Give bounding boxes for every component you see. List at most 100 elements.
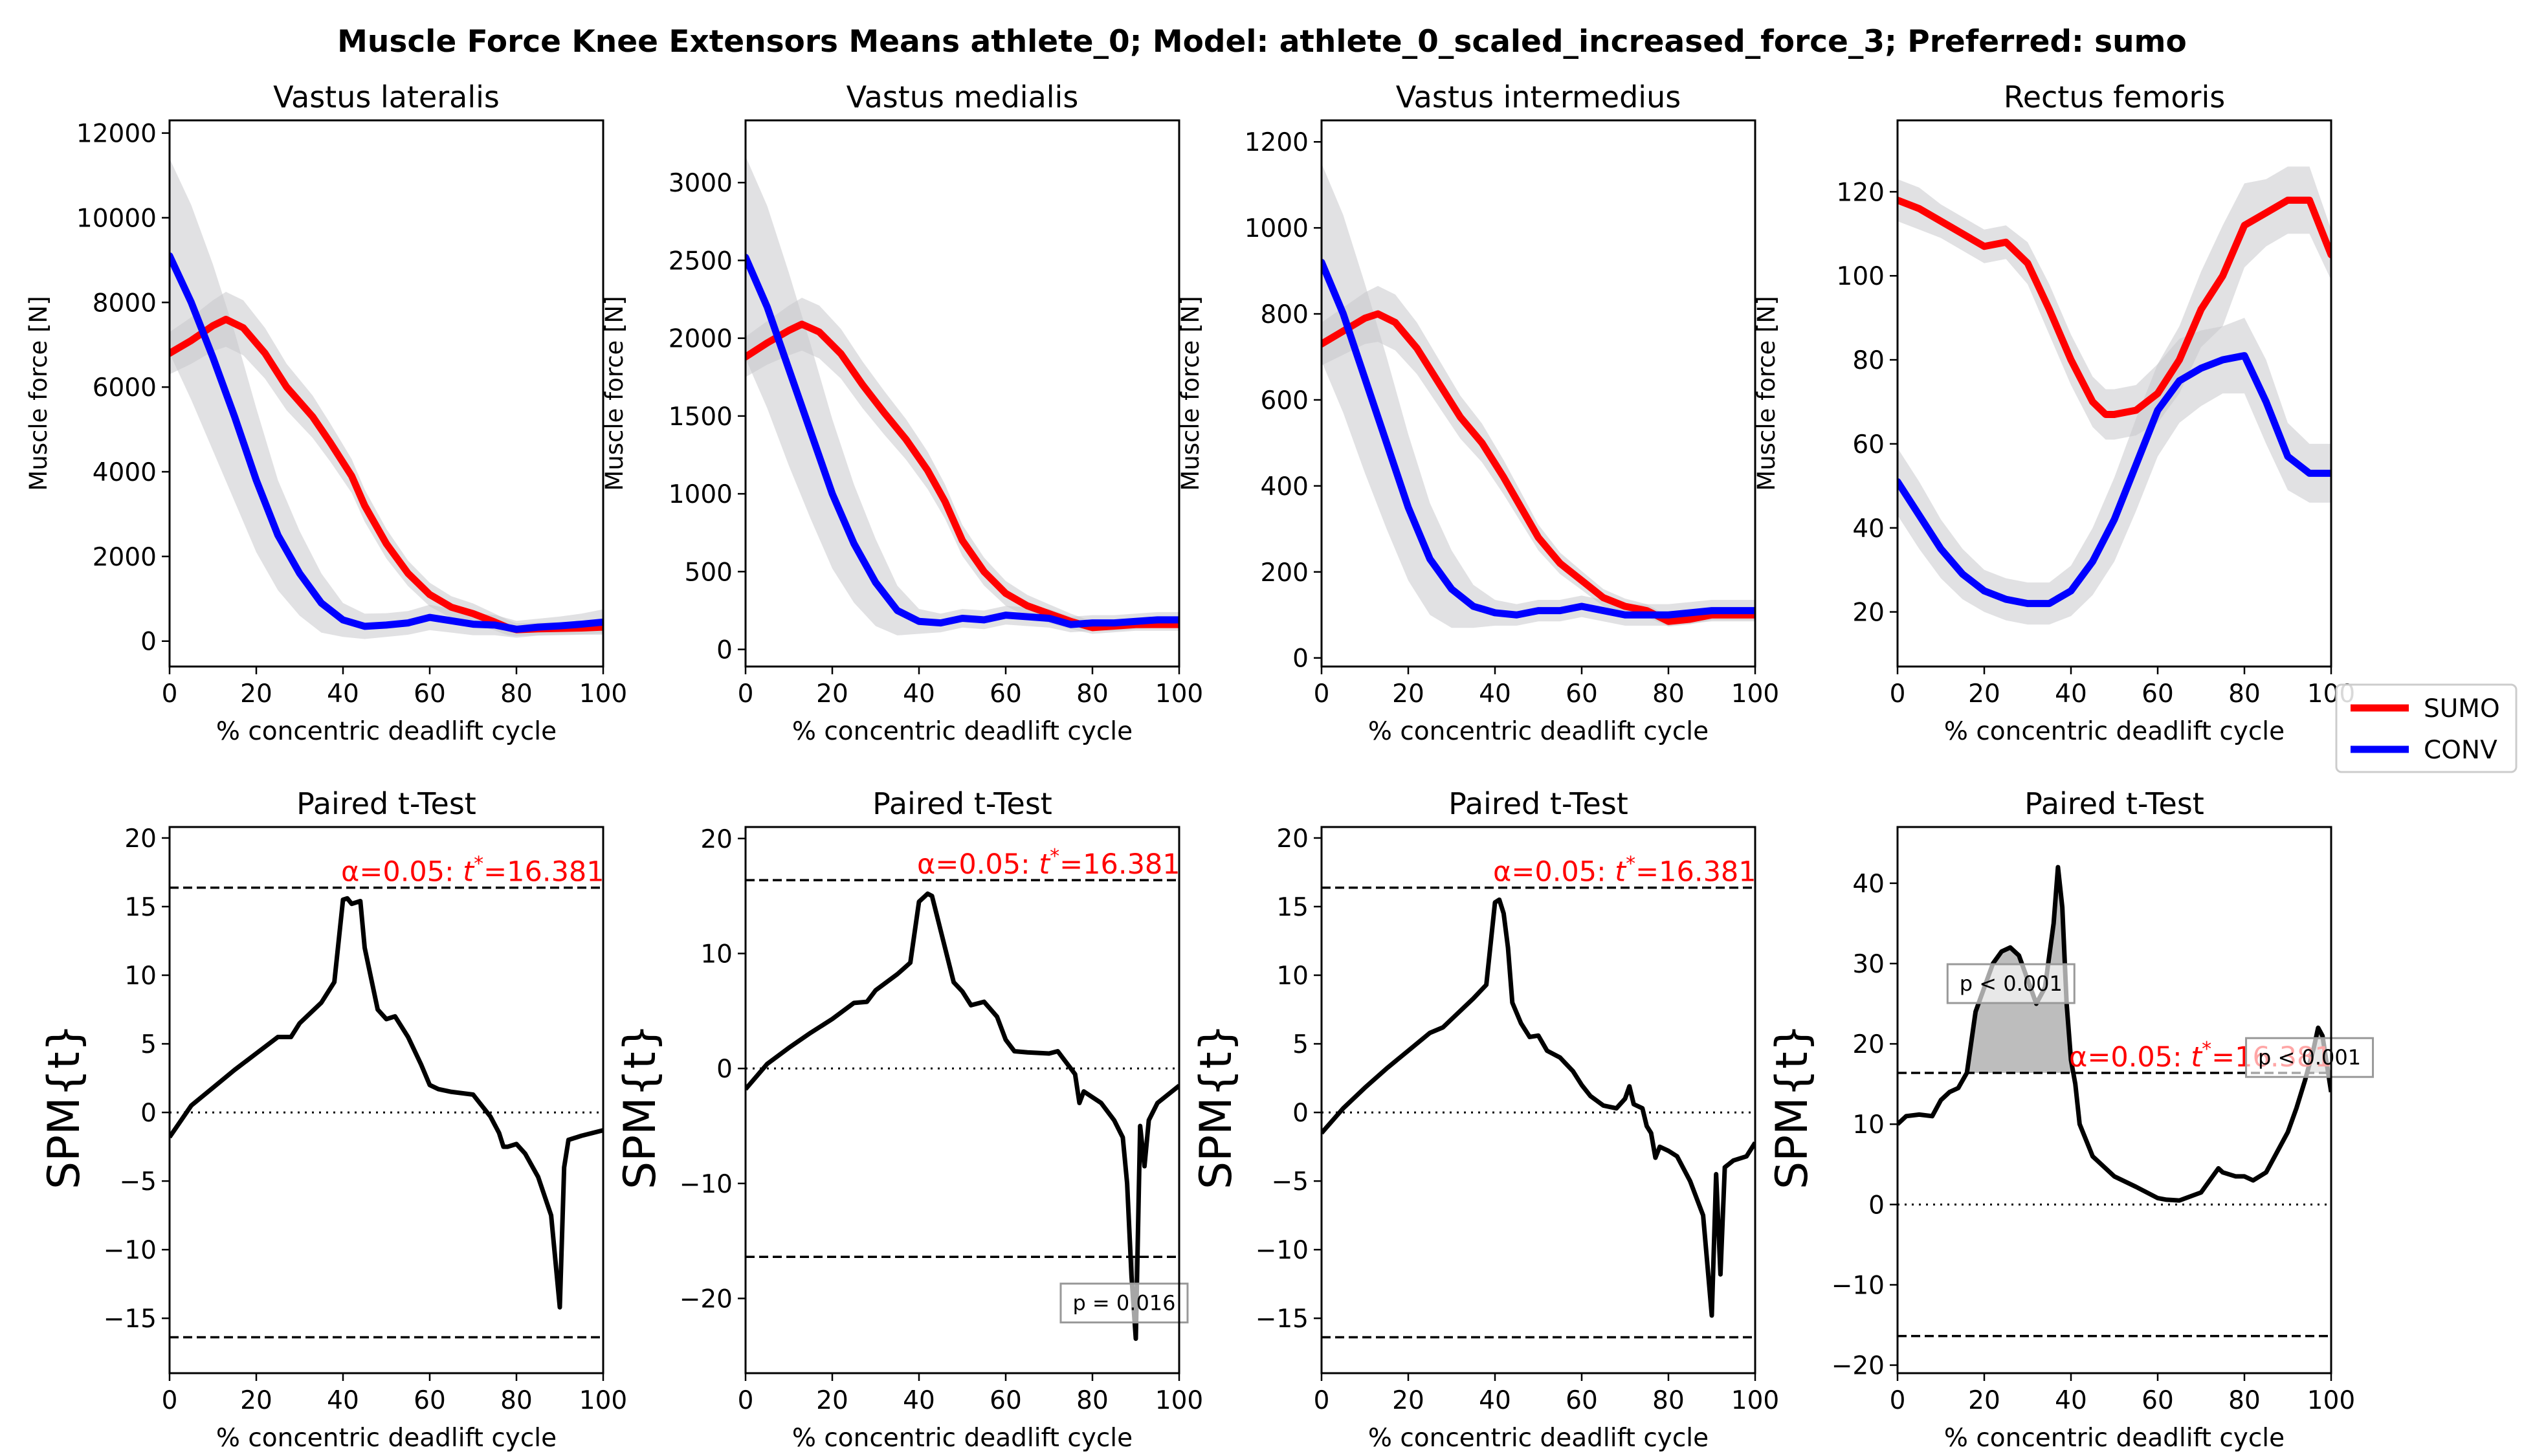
y-tick-label: 40 — [1852, 870, 1885, 899]
x-tick-label: 20 — [1968, 1386, 2000, 1415]
x-tick-label: 80 — [1652, 679, 1685, 709]
plot-area — [170, 886, 603, 1339]
x-tick-label: 60 — [414, 1386, 446, 1415]
y-tick-label: 0 — [716, 1055, 733, 1084]
x-axis-label: % concentric deadlift cycle — [1944, 717, 2285, 746]
x-tick-label: 80 — [1076, 1386, 1109, 1415]
y-tick-label: 400 — [1261, 472, 1309, 502]
plot-area — [746, 156, 1179, 635]
y-tick-label: 20 — [124, 824, 157, 854]
x-tick-label: 0 — [1890, 1386, 1906, 1415]
y-tick-label: 10 — [700, 940, 733, 969]
y-tick-label: 0 — [1868, 1191, 1885, 1220]
y-tick-label: 0 — [140, 628, 157, 657]
x-tick-label: 80 — [500, 679, 533, 709]
y-tick-label: 15 — [1276, 893, 1309, 922]
x-axis-label: % concentric deadlift cycle — [216, 1424, 557, 1453]
y-axis-label: SPM{t} — [615, 1024, 666, 1189]
x-axis-label: % concentric deadlift cycle — [216, 717, 557, 746]
spm-curve — [1322, 897, 1755, 1318]
x-tick-label: 80 — [2228, 679, 2261, 709]
plot-area — [170, 158, 603, 639]
x-axis-label: % concentric deadlift cycle — [1368, 1424, 1709, 1453]
y-tick-label: 500 — [685, 558, 733, 587]
x-tick-label: 20 — [1392, 1386, 1424, 1415]
y-tick-label: 2000 — [93, 543, 157, 572]
x-tick-label: 40 — [2055, 1386, 2087, 1415]
x-tick-label: 80 — [1076, 679, 1109, 709]
y-tick-label: 2500 — [669, 247, 733, 276]
y-tick-label: 80 — [1852, 346, 1885, 375]
x-tick-label: 60 — [990, 679, 1022, 709]
y-axis-label: Muscle force [N] — [1753, 296, 1780, 491]
x-tick-label: 20 — [816, 679, 848, 709]
x-tick-label: 100 — [2307, 1386, 2355, 1415]
y-tick-label: −10 — [104, 1236, 157, 1265]
critical-threshold-label: α=0.05: t*=16.381 — [341, 852, 604, 888]
plot-area — [1322, 163, 1755, 628]
y-axis-label: Muscle force [N] — [1177, 296, 1204, 491]
mean-line-sumo — [1898, 196, 2331, 418]
x-tick-label: 60 — [990, 1386, 1022, 1415]
x-tick-label: 60 — [2142, 1386, 2174, 1415]
y-tick-label: 800 — [1261, 300, 1309, 329]
y-tick-label: 20 — [1852, 599, 1885, 628]
x-tick-label: 0 — [162, 1386, 178, 1415]
x-tick-label: 80 — [2228, 1386, 2261, 1415]
y-tick-label: 120 — [1837, 178, 1885, 207]
x-tick-label: 0 — [1314, 679, 1330, 709]
y-tick-label: 60 — [1852, 430, 1885, 459]
y-tick-label: 10000 — [76, 204, 157, 233]
p-value-box — [2245, 1037, 2375, 1078]
x-tick-label: 0 — [162, 679, 178, 709]
y-tick-label: 1000 — [1245, 214, 1309, 243]
subplot-title: Paired t-Test — [2024, 786, 2204, 821]
x-tick-label: 0 — [738, 679, 754, 709]
p-value-box — [1946, 963, 2076, 1004]
x-tick-label: 100 — [1155, 679, 1203, 709]
axes-frame — [1320, 826, 1756, 1374]
plot-area — [1898, 166, 2331, 625]
y-tick-label: −10 — [1256, 1236, 1309, 1265]
y-tick-label: 30 — [1852, 950, 1885, 979]
spm-curve — [1898, 865, 2331, 1203]
x-tick-label: 40 — [327, 1386, 359, 1415]
y-tick-label: 2000 — [669, 325, 733, 354]
y-axis-label: SPM{t} — [39, 1024, 90, 1189]
y-tick-label: 4000 — [93, 458, 157, 487]
y-tick-label: −15 — [1256, 1305, 1309, 1334]
x-tick-label: 20 — [816, 1386, 848, 1415]
axes-frame — [168, 119, 604, 668]
x-tick-label: 20 — [240, 679, 272, 709]
y-tick-label: 0 — [716, 636, 733, 665]
x-tick-label: 80 — [500, 1386, 533, 1415]
sd-band-conv — [746, 156, 1179, 635]
y-tick-label: 10 — [1276, 962, 1309, 991]
y-axis-label: Muscle force [N] — [601, 296, 628, 491]
plot-area — [746, 879, 1179, 1341]
subplot-title: Vastus medialis — [847, 80, 1079, 115]
x-tick-label: 0 — [738, 1386, 754, 1415]
subplot-title: Vastus intermedius — [1396, 80, 1681, 115]
sd-band-sumo — [746, 298, 1179, 634]
p-value-label: p = 0.016 — [1072, 1291, 1175, 1316]
y-tick-label: 600 — [1261, 386, 1309, 415]
x-tick-label: 0 — [1314, 1386, 1330, 1415]
x-tick-label: 80 — [1652, 1386, 1685, 1415]
y-tick-label: −10 — [680, 1170, 733, 1199]
mean-line-conv — [170, 252, 603, 633]
sd-band-sumo — [1898, 166, 2331, 440]
force-plot-1: Vastus lateralis 0 20 40 60 80 100 0 2000 4000 600… — [25, 80, 627, 746]
spm-plot-1: Paired t-Test α=0.05: t*=16.381 0 20 40 60 80 1… — [39, 786, 627, 1453]
sd-band-conv — [1322, 163, 1755, 628]
spm-plot-3: Paired t-Test α=0.05: t*=16.381 0 20 40 60 80 1… — [1191, 786, 1779, 1453]
y-tick-label: 15 — [124, 893, 157, 922]
y-tick-label: −10 — [1832, 1271, 1885, 1300]
x-tick-label: 40 — [903, 679, 935, 709]
y-tick-label: 20 — [700, 825, 733, 854]
y-tick-label: −20 — [680, 1285, 733, 1314]
